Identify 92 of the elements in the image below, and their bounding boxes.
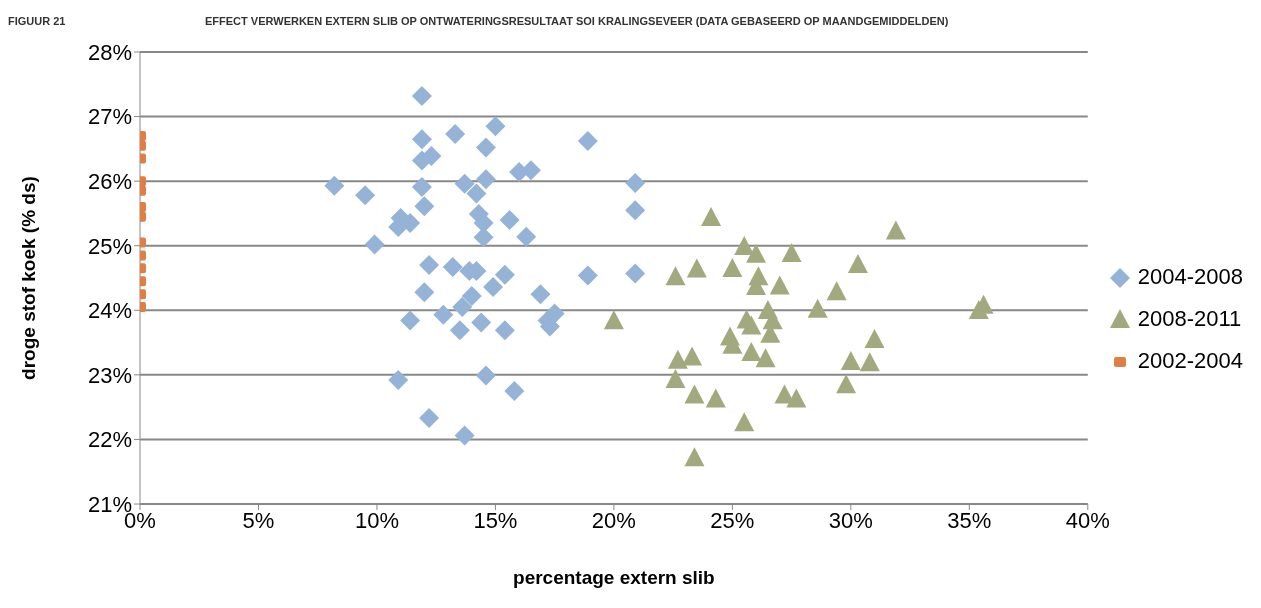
point bbox=[625, 173, 646, 194]
point bbox=[433, 304, 454, 325]
point bbox=[667, 349, 688, 369]
point bbox=[471, 312, 492, 333]
x-tick-label: 40% bbox=[1065, 507, 1110, 533]
point bbox=[885, 220, 906, 240]
point bbox=[603, 310, 624, 330]
point bbox=[421, 145, 442, 166]
point bbox=[705, 388, 726, 408]
x-tick-label: 25% bbox=[710, 507, 755, 533]
point bbox=[475, 169, 496, 190]
x-tick-label: 30% bbox=[828, 507, 873, 533]
point bbox=[475, 137, 496, 158]
point bbox=[864, 328, 885, 348]
point bbox=[516, 226, 537, 247]
point bbox=[684, 384, 705, 404]
point bbox=[786, 388, 807, 408]
point bbox=[665, 266, 686, 286]
point bbox=[388, 370, 409, 391]
y-tick-label: 25% bbox=[87, 233, 132, 259]
point bbox=[734, 412, 755, 432]
y-axis-title: droge stof koek (% ds) bbox=[17, 176, 39, 380]
y-tick-label: 22% bbox=[87, 427, 132, 453]
point bbox=[355, 185, 376, 206]
point bbox=[530, 284, 551, 305]
point bbox=[781, 243, 802, 263]
point bbox=[836, 374, 857, 394]
chart-title: EFFECT VERWERKEN EXTERN SLIB OP ONTWATERINGSRESULTAAT SOI KRALINGSEVEER (DATA GEBASEERD OP MAANDGEMIDDELDEN) bbox=[205, 15, 949, 27]
point bbox=[483, 277, 504, 298]
legend-label: 2008-2011 bbox=[1137, 305, 1242, 333]
point bbox=[461, 286, 482, 307]
x-tick-label: 10% bbox=[354, 507, 399, 533]
y-tick-label: 28% bbox=[87, 39, 132, 65]
point bbox=[442, 257, 463, 278]
point bbox=[701, 206, 722, 226]
point bbox=[741, 315, 762, 335]
point bbox=[859, 352, 880, 372]
x-tick-label: 5% bbox=[242, 507, 275, 533]
point bbox=[968, 299, 989, 319]
point bbox=[847, 254, 868, 274]
point bbox=[324, 175, 345, 196]
y-tick-label: 23% bbox=[87, 362, 132, 388]
point bbox=[445, 124, 466, 145]
point bbox=[400, 310, 421, 331]
point bbox=[504, 381, 525, 401]
point bbox=[414, 282, 435, 303]
y-tick-label: 24% bbox=[87, 298, 132, 324]
point bbox=[466, 183, 487, 204]
point bbox=[722, 257, 743, 277]
point bbox=[746, 243, 767, 263]
x-tick-label: 20% bbox=[591, 507, 636, 533]
point bbox=[684, 447, 705, 467]
point bbox=[449, 320, 470, 341]
point bbox=[686, 258, 707, 278]
point bbox=[411, 176, 432, 197]
point bbox=[769, 275, 790, 295]
point bbox=[494, 264, 515, 285]
point bbox=[454, 425, 475, 446]
point bbox=[494, 320, 515, 341]
text: FIGUUR 21 bbox=[8, 15, 67, 27]
point bbox=[544, 303, 565, 324]
point bbox=[665, 369, 686, 389]
point bbox=[475, 365, 496, 386]
legend-label: 2002-2004 bbox=[1137, 347, 1243, 375]
point bbox=[625, 263, 646, 284]
y-tick-label: 26% bbox=[87, 168, 132, 194]
point bbox=[755, 348, 776, 368]
point bbox=[411, 129, 432, 150]
point bbox=[419, 408, 440, 429]
point bbox=[414, 196, 435, 217]
point bbox=[625, 200, 646, 221]
point bbox=[577, 265, 598, 286]
point bbox=[419, 255, 440, 276]
point bbox=[452, 297, 473, 318]
point bbox=[473, 227, 494, 248]
point bbox=[826, 281, 847, 301]
point bbox=[734, 236, 755, 256]
point bbox=[840, 350, 861, 370]
legend-label: 2004-2008 bbox=[1137, 263, 1243, 291]
point bbox=[454, 173, 475, 194]
x-tick-label: 15% bbox=[473, 507, 518, 533]
point bbox=[682, 346, 703, 366]
y-tick-label: 27% bbox=[87, 104, 132, 130]
x-tick-label: 35% bbox=[947, 507, 992, 533]
x-axis-title: percentage extern slib bbox=[513, 567, 715, 588]
point bbox=[485, 116, 506, 137]
point bbox=[807, 298, 828, 318]
point bbox=[741, 341, 762, 361]
point bbox=[364, 234, 385, 255]
point bbox=[499, 209, 520, 230]
point bbox=[411, 85, 432, 106]
point bbox=[577, 131, 598, 152]
